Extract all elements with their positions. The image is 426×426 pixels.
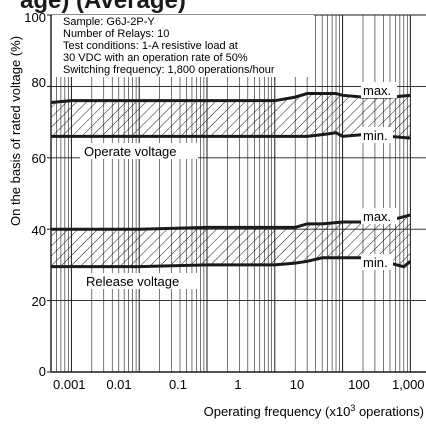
x-tick-label: 10 — [290, 377, 304, 392]
chart-title-clip: age) (Average) — [0, 0, 426, 14]
release-voltage-label: Release voltage — [86, 274, 179, 289]
x-tick-label: 100 — [348, 377, 370, 392]
y-tick-label: 100 — [24, 10, 46, 25]
x-tick-label: 0.01 — [106, 377, 131, 392]
annotation-line: Sample: G6J-2P-Y — [63, 16, 155, 28]
band-area-1 — [51, 214, 411, 267]
y-tick-label: 20 — [32, 294, 46, 309]
operate-voltage-label: Operate voltage — [84, 144, 177, 159]
y-axis-label: On the basis of rated voltage (%) — [8, 36, 23, 226]
release-max-label: max. — [363, 209, 391, 224]
x-tick-label: 1,000 — [392, 377, 425, 392]
x-tick-label: 1 — [234, 377, 241, 392]
operate-max-label: max. — [363, 83, 391, 98]
annotation-line: Switching frequency: 1,800 operations/ho… — [63, 64, 275, 76]
x-tick-label: 0.001 — [53, 377, 86, 392]
chart-title: age) (Average) — [20, 0, 186, 14]
data-bands — [51, 92, 412, 269]
test-conditions-annotation: Sample: G6J-2P-Y Number of Relays: 10 Te… — [52, 15, 314, 77]
operate-voltage-label-bg — [80, 143, 198, 159]
annotation-background — [52, 15, 314, 77]
min-label-bg — [361, 254, 393, 270]
annotation-line: Number of Relays: 10 — [63, 28, 169, 40]
band-min-line-0 — [51, 131, 411, 140]
annotation-line: Test conditions: 1-A resistive load at — [63, 40, 238, 52]
annotation-line: 30 VDC with an operation rate of 50% — [63, 52, 248, 64]
max-label-bg — [361, 82, 397, 98]
x-axis-label-superscript: 3 — [350, 403, 355, 413]
band-area-0 — [51, 93, 411, 139]
band-max-line-0 — [51, 92, 411, 104]
min-label-bg — [361, 127, 393, 143]
max-label-bg — [361, 208, 397, 224]
x-axis-label-tail: operations) — [355, 404, 424, 419]
release-voltage-label-bg — [80, 273, 198, 289]
y-tick-label: 0 — [39, 364, 46, 379]
plot-frame — [47, 14, 426, 373]
band-labels: Operate voltage Release voltage max. min… — [80, 82, 397, 289]
x-axis-label: Operating frequency (x103 operations) — [204, 403, 424, 419]
y-tick-label: 40 — [32, 223, 46, 238]
y-tick-label: 60 — [32, 151, 46, 166]
x-axis-label-main: Operating frequency (x10 — [204, 404, 351, 419]
x-tick-label: 0.1 — [169, 377, 187, 392]
release-min-label: min. — [363, 255, 388, 270]
x-axis-ticks: 0.001 0.01 0.1 1 10 100 1,000 — [53, 377, 425, 392]
y-axis-ticks: 100 80 60 40 20 0 — [24, 10, 46, 379]
operate-min-label: min. — [363, 128, 388, 143]
y-tick-label: 80 — [32, 75, 46, 90]
